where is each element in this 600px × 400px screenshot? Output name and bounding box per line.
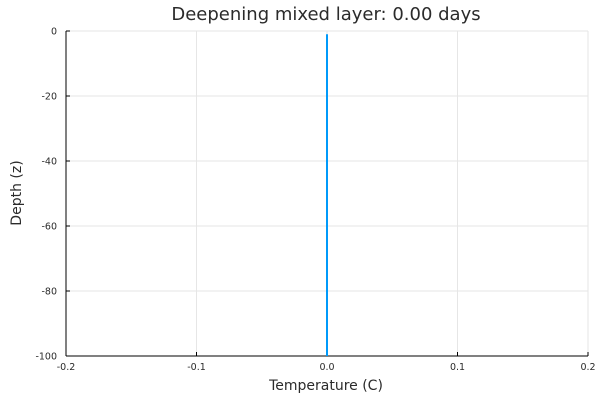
y-tick-label: -80 bbox=[41, 287, 57, 298]
y-tick-label: -60 bbox=[41, 222, 57, 233]
y-tick-label: -100 bbox=[35, 352, 57, 363]
x-tick-label: 0.2 bbox=[580, 362, 595, 373]
y-tick-labels: 0 -20 -40 -60 -80 -100 bbox=[35, 27, 57, 363]
y-tick-label: -20 bbox=[41, 92, 57, 103]
x-tick-label: 0.1 bbox=[450, 362, 465, 373]
x-tick-label: -0.2 bbox=[57, 362, 76, 373]
x-tick-label: 0.0 bbox=[319, 362, 334, 373]
y-tick-label: -40 bbox=[41, 157, 57, 168]
x-tick-label: -0.1 bbox=[187, 362, 206, 373]
x-axis-label: Temperature (C) bbox=[268, 378, 383, 394]
chart-title: Deepening mixed layer: 0.00 days bbox=[171, 4, 480, 25]
y-axis-label: Depth (z) bbox=[9, 160, 25, 225]
y-tick-label: 0 bbox=[51, 27, 57, 38]
x-tick-labels: -0.2 -0.1 0.0 0.1 0.2 bbox=[57, 362, 596, 373]
